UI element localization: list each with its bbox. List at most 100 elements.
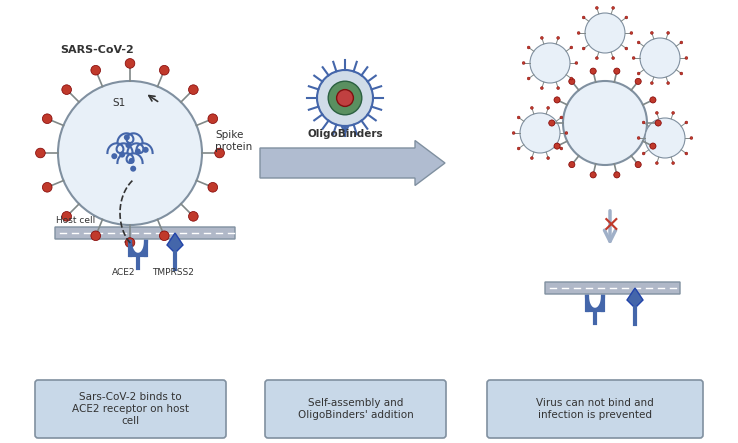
Circle shape [642,152,645,155]
Circle shape [531,106,534,109]
Circle shape [685,57,688,59]
Circle shape [159,231,169,241]
Circle shape [690,136,693,140]
Circle shape [530,43,570,83]
Text: SARS-CoV-2: SARS-CoV-2 [60,45,134,55]
Circle shape [590,172,596,178]
Circle shape [650,143,656,149]
Circle shape [188,211,199,221]
Polygon shape [167,233,183,253]
Circle shape [596,7,599,9]
Circle shape [531,157,534,159]
Circle shape [655,120,661,126]
Circle shape [159,66,169,75]
FancyBboxPatch shape [487,380,703,438]
Circle shape [596,57,599,59]
Circle shape [42,183,52,192]
Circle shape [58,81,202,225]
Circle shape [635,162,641,167]
Circle shape [680,41,683,44]
Circle shape [577,31,580,35]
FancyBboxPatch shape [35,380,226,438]
Circle shape [666,82,669,85]
Circle shape [637,41,640,44]
Circle shape [547,106,550,109]
Circle shape [520,113,560,153]
Circle shape [125,58,135,68]
Circle shape [582,16,585,19]
Text: TMPRSS2: TMPRSS2 [152,268,194,277]
Circle shape [135,148,141,155]
Text: Sars-CoV-2 binds to
ACE2 receptor on host
cell: Sars-CoV-2 binds to ACE2 receptor on hos… [72,392,189,426]
Circle shape [130,166,137,172]
Circle shape [650,82,653,85]
Circle shape [642,121,645,124]
Circle shape [560,147,563,150]
Circle shape [549,120,555,126]
Text: OligoBinders: OligoBinders [307,129,383,139]
Circle shape [672,162,675,164]
Circle shape [637,136,640,140]
Circle shape [540,36,543,39]
Circle shape [554,97,560,103]
Text: Host cell: Host cell [56,216,95,225]
Circle shape [124,134,130,140]
Circle shape [517,116,520,119]
Circle shape [672,112,675,114]
Circle shape [685,152,688,155]
Circle shape [208,183,218,192]
Text: Spike
protein: Spike protein [215,130,252,152]
Circle shape [640,38,680,78]
Circle shape [119,152,125,158]
Circle shape [208,114,218,124]
Circle shape [635,78,641,85]
Circle shape [575,62,578,64]
Text: Virus can not bind and
infection is prevented: Virus can not bind and infection is prev… [536,398,654,420]
Circle shape [565,132,568,134]
FancyBboxPatch shape [265,380,446,438]
Text: S1: S1 [112,98,125,108]
Circle shape [188,85,199,94]
Circle shape [42,114,52,124]
Circle shape [527,77,530,80]
Circle shape [625,16,628,19]
Circle shape [527,46,530,49]
Circle shape [540,87,543,89]
FancyArrow shape [260,140,445,186]
Circle shape [317,70,373,126]
Circle shape [125,238,135,248]
Circle shape [512,132,515,134]
Circle shape [569,162,575,167]
Circle shape [680,72,683,75]
Circle shape [328,81,362,115]
Text: ✕: ✕ [601,216,619,236]
Circle shape [645,118,685,158]
Circle shape [590,68,596,74]
Circle shape [556,36,559,39]
Circle shape [569,78,575,85]
Text: Self-assembly and
OligoBinders' addition: Self-assembly and OligoBinders' addition [297,398,413,420]
Circle shape [632,57,635,59]
Circle shape [111,153,117,159]
Circle shape [650,31,653,34]
Text: ACE2: ACE2 [112,268,136,277]
Circle shape [556,87,559,89]
Circle shape [215,148,224,158]
Circle shape [612,7,615,9]
Circle shape [35,148,45,158]
Circle shape [62,85,72,94]
Circle shape [614,68,620,74]
Circle shape [62,211,72,221]
FancyBboxPatch shape [55,227,235,239]
Circle shape [517,147,520,150]
Polygon shape [627,288,643,308]
Circle shape [125,142,131,148]
Circle shape [614,172,620,178]
Circle shape [570,77,573,80]
Circle shape [128,158,134,164]
Circle shape [570,46,573,49]
Circle shape [585,13,625,53]
Circle shape [582,47,585,50]
Circle shape [547,157,550,159]
Circle shape [666,31,669,34]
